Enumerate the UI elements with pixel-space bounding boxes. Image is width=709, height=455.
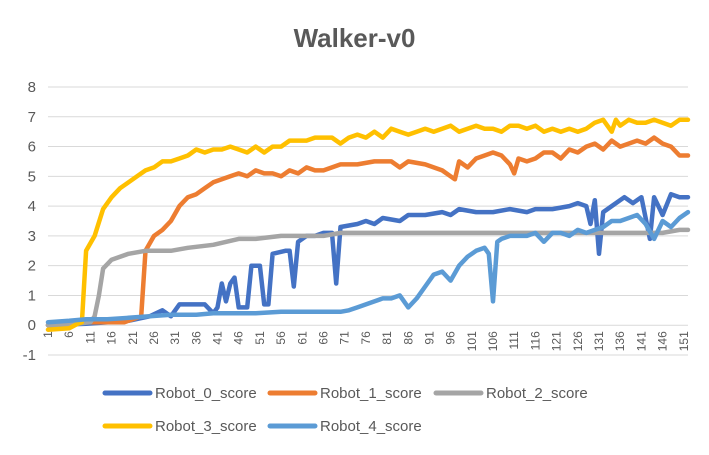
x-tick-label: 86 — [401, 331, 415, 345]
x-tick-label: 96 — [444, 331, 458, 345]
x-tick-label: 46 — [232, 331, 246, 345]
legend-label: Robot_2_score — [486, 385, 588, 402]
y-tick-label: 1 — [28, 287, 36, 304]
x-tick-label: 36 — [189, 331, 203, 345]
x-tick-label: 91 — [422, 331, 436, 345]
x-tick-label: 31 — [168, 331, 182, 345]
x-tick-label: 41 — [211, 331, 225, 345]
x-tick-label: 16 — [105, 331, 119, 345]
x-tick-label: 121 — [550, 331, 564, 351]
y-tick-label: 6 — [28, 139, 36, 156]
y-tick-label: -1 — [23, 347, 36, 364]
series-lines — [45, 117, 691, 332]
x-tick-label: 146 — [656, 331, 670, 351]
y-tick-label: 8 — [28, 79, 36, 96]
x-tick-label: 51 — [253, 331, 267, 345]
y-tick-label: 2 — [28, 258, 36, 275]
y-tick-label: 5 — [28, 168, 36, 185]
x-tick-label: 151 — [677, 331, 691, 351]
x-tick-label: 26 — [147, 331, 161, 345]
legend-item-1: Robot_1_score — [267, 385, 422, 402]
x-tick-label: 21 — [126, 331, 140, 345]
x-tick-label: 111 — [507, 331, 521, 350]
x-tick-label: 11 — [83, 331, 97, 344]
x-tick-label: 116 — [528, 331, 542, 350]
series-line-3 — [45, 117, 691, 332]
legend-label: Robot_4_score — [320, 418, 422, 435]
legend-label: Robot_1_score — [320, 385, 422, 402]
chart-title: Walker-v0 — [294, 23, 416, 53]
legend-item-3: Robot_3_score — [102, 418, 257, 435]
x-tick-label: 81 — [380, 331, 394, 345]
legend-label: Robot_3_score — [155, 418, 257, 435]
y-tick-label: 4 — [28, 198, 36, 215]
x-axis: 1 6 11 16 21 26 31 36 41 46 51 56 61 66 71 76 81 86 91 96 10… — [41, 331, 691, 351]
x-tick-label: 131 — [592, 331, 606, 351]
legend-item-2: Robot_2_score — [433, 385, 588, 402]
x-tick-label: 61 — [295, 331, 309, 345]
x-tick-label: 106 — [486, 331, 500, 351]
legend-label: Robot_0_score — [155, 385, 257, 402]
series-line-4 — [45, 209, 691, 325]
gridlines — [48, 86, 688, 356]
x-tick-label: 136 — [613, 331, 627, 351]
legend-item-4: Robot_4_score — [267, 418, 422, 435]
x-tick-label: 101 — [465, 331, 479, 351]
x-tick-label: 76 — [359, 331, 373, 345]
legend-item-0: Robot_0_score — [102, 385, 257, 402]
x-tick-label: 141 — [634, 331, 648, 351]
x-tick-label: 71 — [338, 331, 352, 345]
x-tick-label: 6 — [62, 331, 76, 338]
x-tick-label: 1 — [41, 331, 55, 338]
legend: Robot_0_score Robot_1_score Robot_2_score R… — [102, 385, 588, 435]
series-line-1 — [45, 135, 691, 328]
x-tick-label: 66 — [316, 331, 330, 345]
y-tick-label: 7 — [28, 109, 36, 126]
x-tick-label: 56 — [274, 331, 288, 345]
y-tick-label: 0 — [28, 317, 36, 334]
y-tick-label: 3 — [28, 228, 36, 245]
x-tick-label: 126 — [571, 331, 585, 351]
y-axis: -1 0 1 2 3 4 5 6 7 8 — [23, 79, 36, 364]
